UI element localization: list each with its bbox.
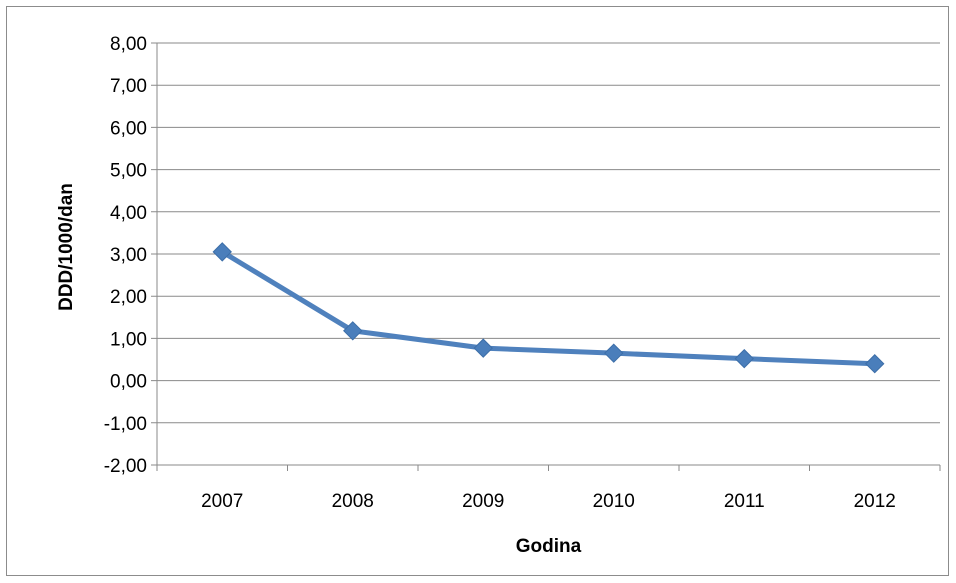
data-point-marker (473, 338, 493, 358)
y-tick-label: 4,00 (110, 203, 147, 224)
x-tick-label: 2008 (332, 491, 374, 512)
data-point-marker (343, 321, 363, 341)
y-tick-label: 2,00 (110, 287, 147, 308)
x-tick-label: 2012 (854, 491, 896, 512)
x-tick-labels: 2007 2008 2009 2010 2011 2012 (201, 491, 896, 512)
y-tick-label: 0,00 (110, 372, 147, 393)
y-tick-label: 7,00 (110, 76, 147, 97)
data-point-marker (212, 242, 232, 262)
x-axis-title: Godina (516, 536, 582, 557)
x-tick-label: 2010 (593, 491, 635, 512)
y-tick-labels: 8,00 7,00 6,00 5,00 4,00 3,00 2,00 1,00 0,00 -1,0… (104, 34, 147, 477)
series-line (219, 249, 878, 367)
axes (156, 43, 941, 471)
y-tick-label: -1,00 (104, 414, 147, 435)
chart-frame (6, 6, 949, 576)
data-point-marker (865, 354, 885, 374)
y-tick-label: 5,00 (110, 161, 147, 182)
y-axis-title: DDD/1000/dan (56, 183, 77, 311)
x-tick-label: 2007 (201, 491, 243, 512)
data-point-marker (604, 343, 624, 363)
x-tick-label: 2009 (462, 491, 504, 512)
y-tick-label: 8,00 (110, 34, 147, 55)
x-tick-label: 2011 (724, 491, 765, 512)
gridlines (151, 42, 940, 466)
y-tick-label: -2,00 (104, 456, 147, 477)
y-tick-label: 3,00 (110, 245, 147, 266)
data-point-marker (734, 348, 754, 369)
y-tick-label: 1,00 (110, 329, 147, 350)
y-tick-label: 6,00 (110, 118, 147, 139)
series-layer (212, 242, 885, 374)
